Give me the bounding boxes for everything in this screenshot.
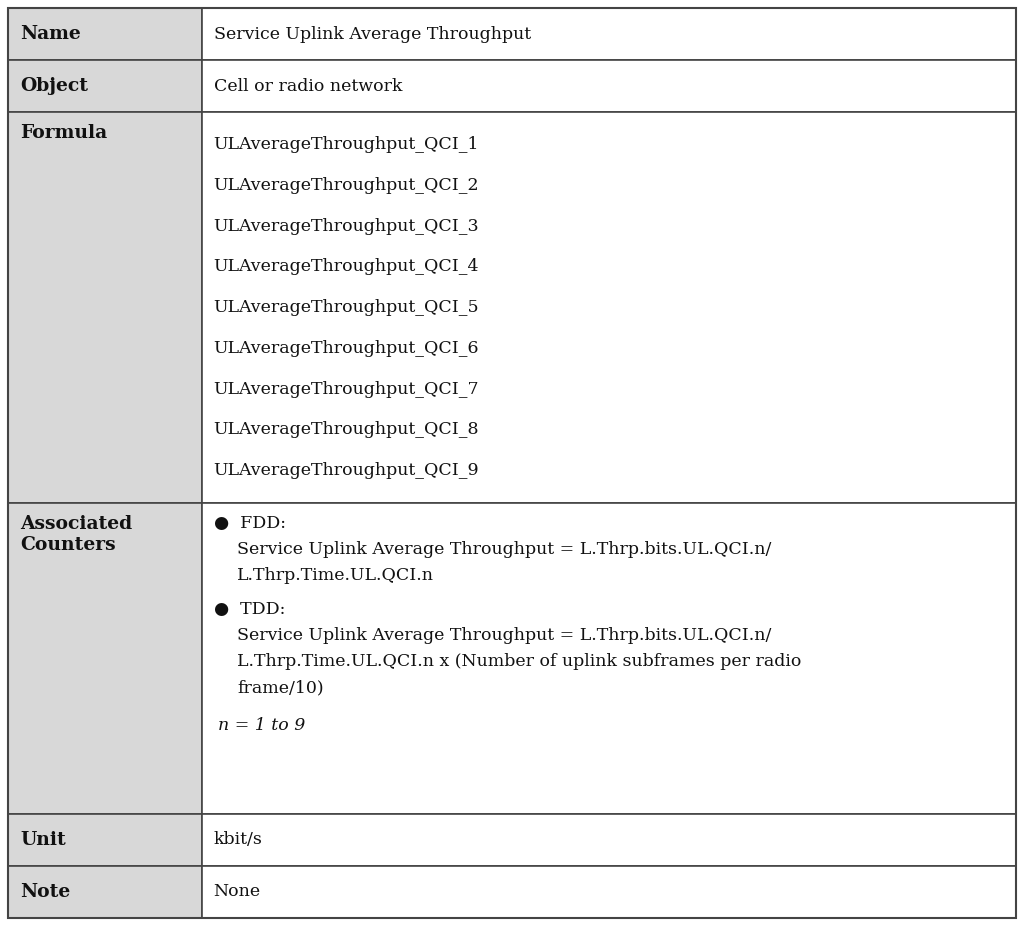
Text: ULAverageThroughput_QCI_1: ULAverageThroughput_QCI_1: [214, 136, 479, 153]
Text: Service Uplink Average Throughput = L.Thrp.bits.UL.QCI.n/: Service Uplink Average Throughput = L.Th…: [237, 627, 771, 644]
Text: ●  TDD:: ● TDD:: [214, 601, 285, 618]
Bar: [202, 866, 1016, 918]
Bar: [8, 814, 202, 866]
Text: frame/10): frame/10): [237, 679, 324, 695]
Bar: [8, 8, 202, 60]
Text: Cell or radio network: Cell or radio network: [214, 78, 402, 94]
Text: ULAverageThroughput_QCI_6: ULAverageThroughput_QCI_6: [214, 340, 479, 357]
Text: Note: Note: [20, 883, 71, 901]
Text: Formula: Formula: [20, 124, 108, 143]
Bar: [202, 112, 1016, 503]
Text: ●  FDD:: ● FDD:: [214, 515, 286, 532]
Text: ULAverageThroughput_QCI_3: ULAverageThroughput_QCI_3: [214, 218, 479, 234]
Text: ULAverageThroughput_QCI_8: ULAverageThroughput_QCI_8: [214, 421, 479, 438]
Text: Name: Name: [20, 25, 81, 43]
Text: L.Thrp.Time.UL.QCI.n x (Number of uplink subframes per radio: L.Thrp.Time.UL.QCI.n x (Number of uplink…: [237, 653, 802, 669]
Bar: [8, 866, 202, 918]
Text: L.Thrp.Time.UL.QCI.n: L.Thrp.Time.UL.QCI.n: [237, 567, 434, 584]
Text: ULAverageThroughput_QCI_2: ULAverageThroughput_QCI_2: [214, 177, 479, 194]
Bar: [202, 8, 1016, 60]
Text: Unit: Unit: [20, 831, 66, 849]
Text: ULAverageThroughput_QCI_9: ULAverageThroughput_QCI_9: [214, 462, 479, 480]
Text: kbit/s: kbit/s: [214, 832, 262, 848]
Text: Object: Object: [20, 77, 88, 95]
Bar: [202, 60, 1016, 112]
Bar: [8, 60, 202, 112]
Text: ULAverageThroughput_QCI_7: ULAverageThroughput_QCI_7: [214, 381, 479, 397]
Text: Service Uplink Average Throughput: Service Uplink Average Throughput: [214, 26, 530, 43]
Text: None: None: [214, 883, 261, 900]
Text: Service Uplink Average Throughput = L.Thrp.bits.UL.QCI.n/: Service Uplink Average Throughput = L.Th…: [237, 541, 771, 558]
Bar: [8, 112, 202, 503]
Bar: [202, 814, 1016, 866]
Text: Associated
Counters: Associated Counters: [20, 515, 132, 554]
Bar: [8, 503, 202, 814]
Bar: [202, 503, 1016, 814]
Text: ULAverageThroughput_QCI_5: ULAverageThroughput_QCI_5: [214, 299, 479, 316]
Text: ULAverageThroughput_QCI_4: ULAverageThroughput_QCI_4: [214, 258, 479, 275]
Text: n = 1 to 9: n = 1 to 9: [217, 717, 305, 733]
